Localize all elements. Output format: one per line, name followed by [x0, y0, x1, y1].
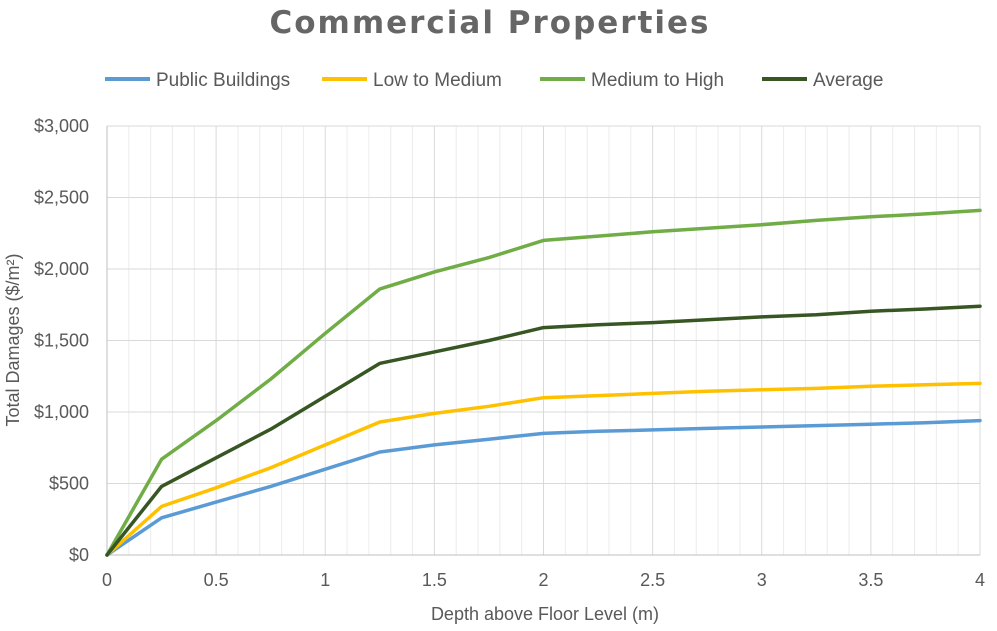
y-tick-label: $2,000: [34, 259, 89, 279]
series-lines: [105, 208, 982, 557]
gridlines: [106, 125, 981, 556]
x-tick-label: 0.5: [204, 570, 229, 590]
x-tick-label: 3: [757, 570, 767, 590]
y-tick-label: $3,000: [34, 116, 89, 136]
series-line-low-to-medium: [105, 381, 982, 557]
y-tick-label: $1,500: [34, 331, 89, 351]
y-axis-title: Total Damages ($/m²): [3, 253, 23, 426]
x-tick-label: 2: [538, 570, 548, 590]
series-line-average: [105, 304, 982, 557]
series-line-medium-to-high: [105, 208, 982, 557]
x-tick-label: 3.5: [858, 570, 883, 590]
axes: [106, 126, 980, 556]
legend-label: Medium to High: [591, 70, 724, 91]
y-tick-label: $0: [69, 545, 89, 565]
legend-item-low-to-medium: Low to Medium: [322, 70, 502, 91]
x-axis-title: Depth above Floor Level (m): [431, 604, 659, 624]
y-tick-label: $500: [49, 474, 89, 494]
x-tick-label: 0: [102, 570, 112, 590]
legend-label: Public Buildings: [156, 70, 290, 91]
series-line-public-buildings: [105, 418, 982, 557]
legend-label: Low to Medium: [373, 70, 502, 91]
chart-title: Commercial Properties: [269, 5, 710, 41]
tick-labels: 0 0.5 1 1.5 2 2.5 3 3.5 4 $0 $500 $1,000 $1,500 $2,00…: [34, 116, 985, 590]
legend-item-public-buildings: Public Buildings: [105, 70, 290, 91]
legend-item-medium-to-high: Medium to High: [540, 70, 724, 91]
y-tick-label: $2,500: [34, 188, 89, 208]
y-tick-label: $1,000: [34, 402, 89, 422]
x-tick-label: 4: [975, 570, 985, 590]
x-tick-label: 2.5: [640, 570, 665, 590]
x-tick-label: 1.5: [422, 570, 447, 590]
legend-label: Average: [813, 70, 883, 91]
x-tick-label: 1: [320, 570, 330, 590]
legend-item-average: Average: [762, 70, 883, 91]
legend: Public Buildings Low to Medium Medium to H…: [105, 70, 883, 91]
